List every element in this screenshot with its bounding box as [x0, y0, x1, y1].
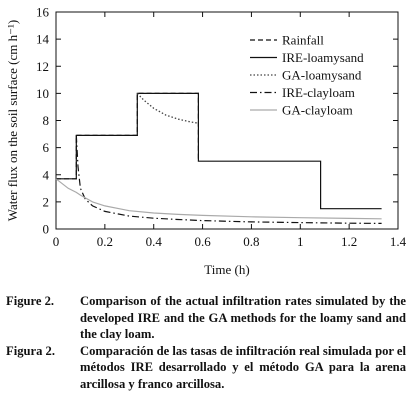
- y-tick-label: 2: [43, 194, 50, 209]
- legend-label: Rainfall: [282, 33, 324, 48]
- y-tick-label: 14: [36, 32, 50, 47]
- axis-ticks: 0 0.2 0.4 0.6 0.8 1 1.2 1.4 0 2 4 6 8 10 12 14 16: [36, 5, 407, 250]
- legend: Rainfall IRE-loamysand GA-loamysand IRE-cla…: [250, 33, 364, 118]
- x-axis-label: Time (h): [204, 262, 249, 277]
- x-tick-label: 0: [53, 234, 60, 249]
- x-tick-label: 1: [297, 234, 304, 249]
- y-tick-label: 4: [43, 167, 50, 182]
- caption-label-en: Figure 2.: [6, 294, 55, 308]
- caption-text-en: Comparison of the actual infiltration ra…: [80, 294, 406, 341]
- legend-label: IRE-clayloam: [282, 85, 355, 100]
- figure-caption: Figure 2. Comparison of the actual infil…: [6, 293, 406, 392]
- plot-area: [55, 11, 399, 230]
- caption-label-es: Figura 2.: [6, 343, 55, 358]
- legend-label: GA-loamysand: [282, 68, 362, 83]
- y-tick-label: 10: [36, 86, 49, 101]
- series-line-4: [75, 135, 382, 224]
- series-line-3: [136, 92, 199, 124]
- y-tick-label: 16: [36, 5, 50, 20]
- series-line-1: [56, 92, 199, 180]
- x-tick-label: 1.2: [341, 234, 357, 249]
- x-tick-label: 0.6: [194, 234, 211, 249]
- x-tick-label: 0.2: [97, 234, 113, 249]
- chart: 0 0.2 0.4 0.6 0.8 1 1.2 1.4 0 2 4 6 8 10 12 14 16 Water …: [5, 5, 407, 278]
- y-tick-label: 8: [43, 113, 50, 128]
- caption-english: Figure 2. Comparison of the actual infil…: [6, 293, 406, 343]
- legend-label: GA-clayloam: [282, 103, 353, 118]
- series-line-2: [56, 92, 382, 210]
- legend-label: IRE-loamysand: [282, 50, 364, 65]
- caption-text-es: Comparación de las tasas de infiltración…: [80, 343, 406, 391]
- caption-spanish: Figura 2. Comparación de las tasas de in…: [6, 343, 406, 393]
- x-tick-label: 0.4: [146, 234, 163, 249]
- y-tick-label: 0: [43, 222, 50, 237]
- x-tick-label: 1.4: [390, 234, 407, 249]
- series-line-5: [55, 178, 382, 220]
- y-axis-label: Water flux on the soil surface (cm h⁻¹): [5, 20, 20, 221]
- series-lines: [55, 92, 382, 224]
- y-tick-label: 12: [36, 59, 49, 74]
- x-tick-label: 0.8: [243, 234, 259, 249]
- y-tick-label: 6: [43, 140, 50, 155]
